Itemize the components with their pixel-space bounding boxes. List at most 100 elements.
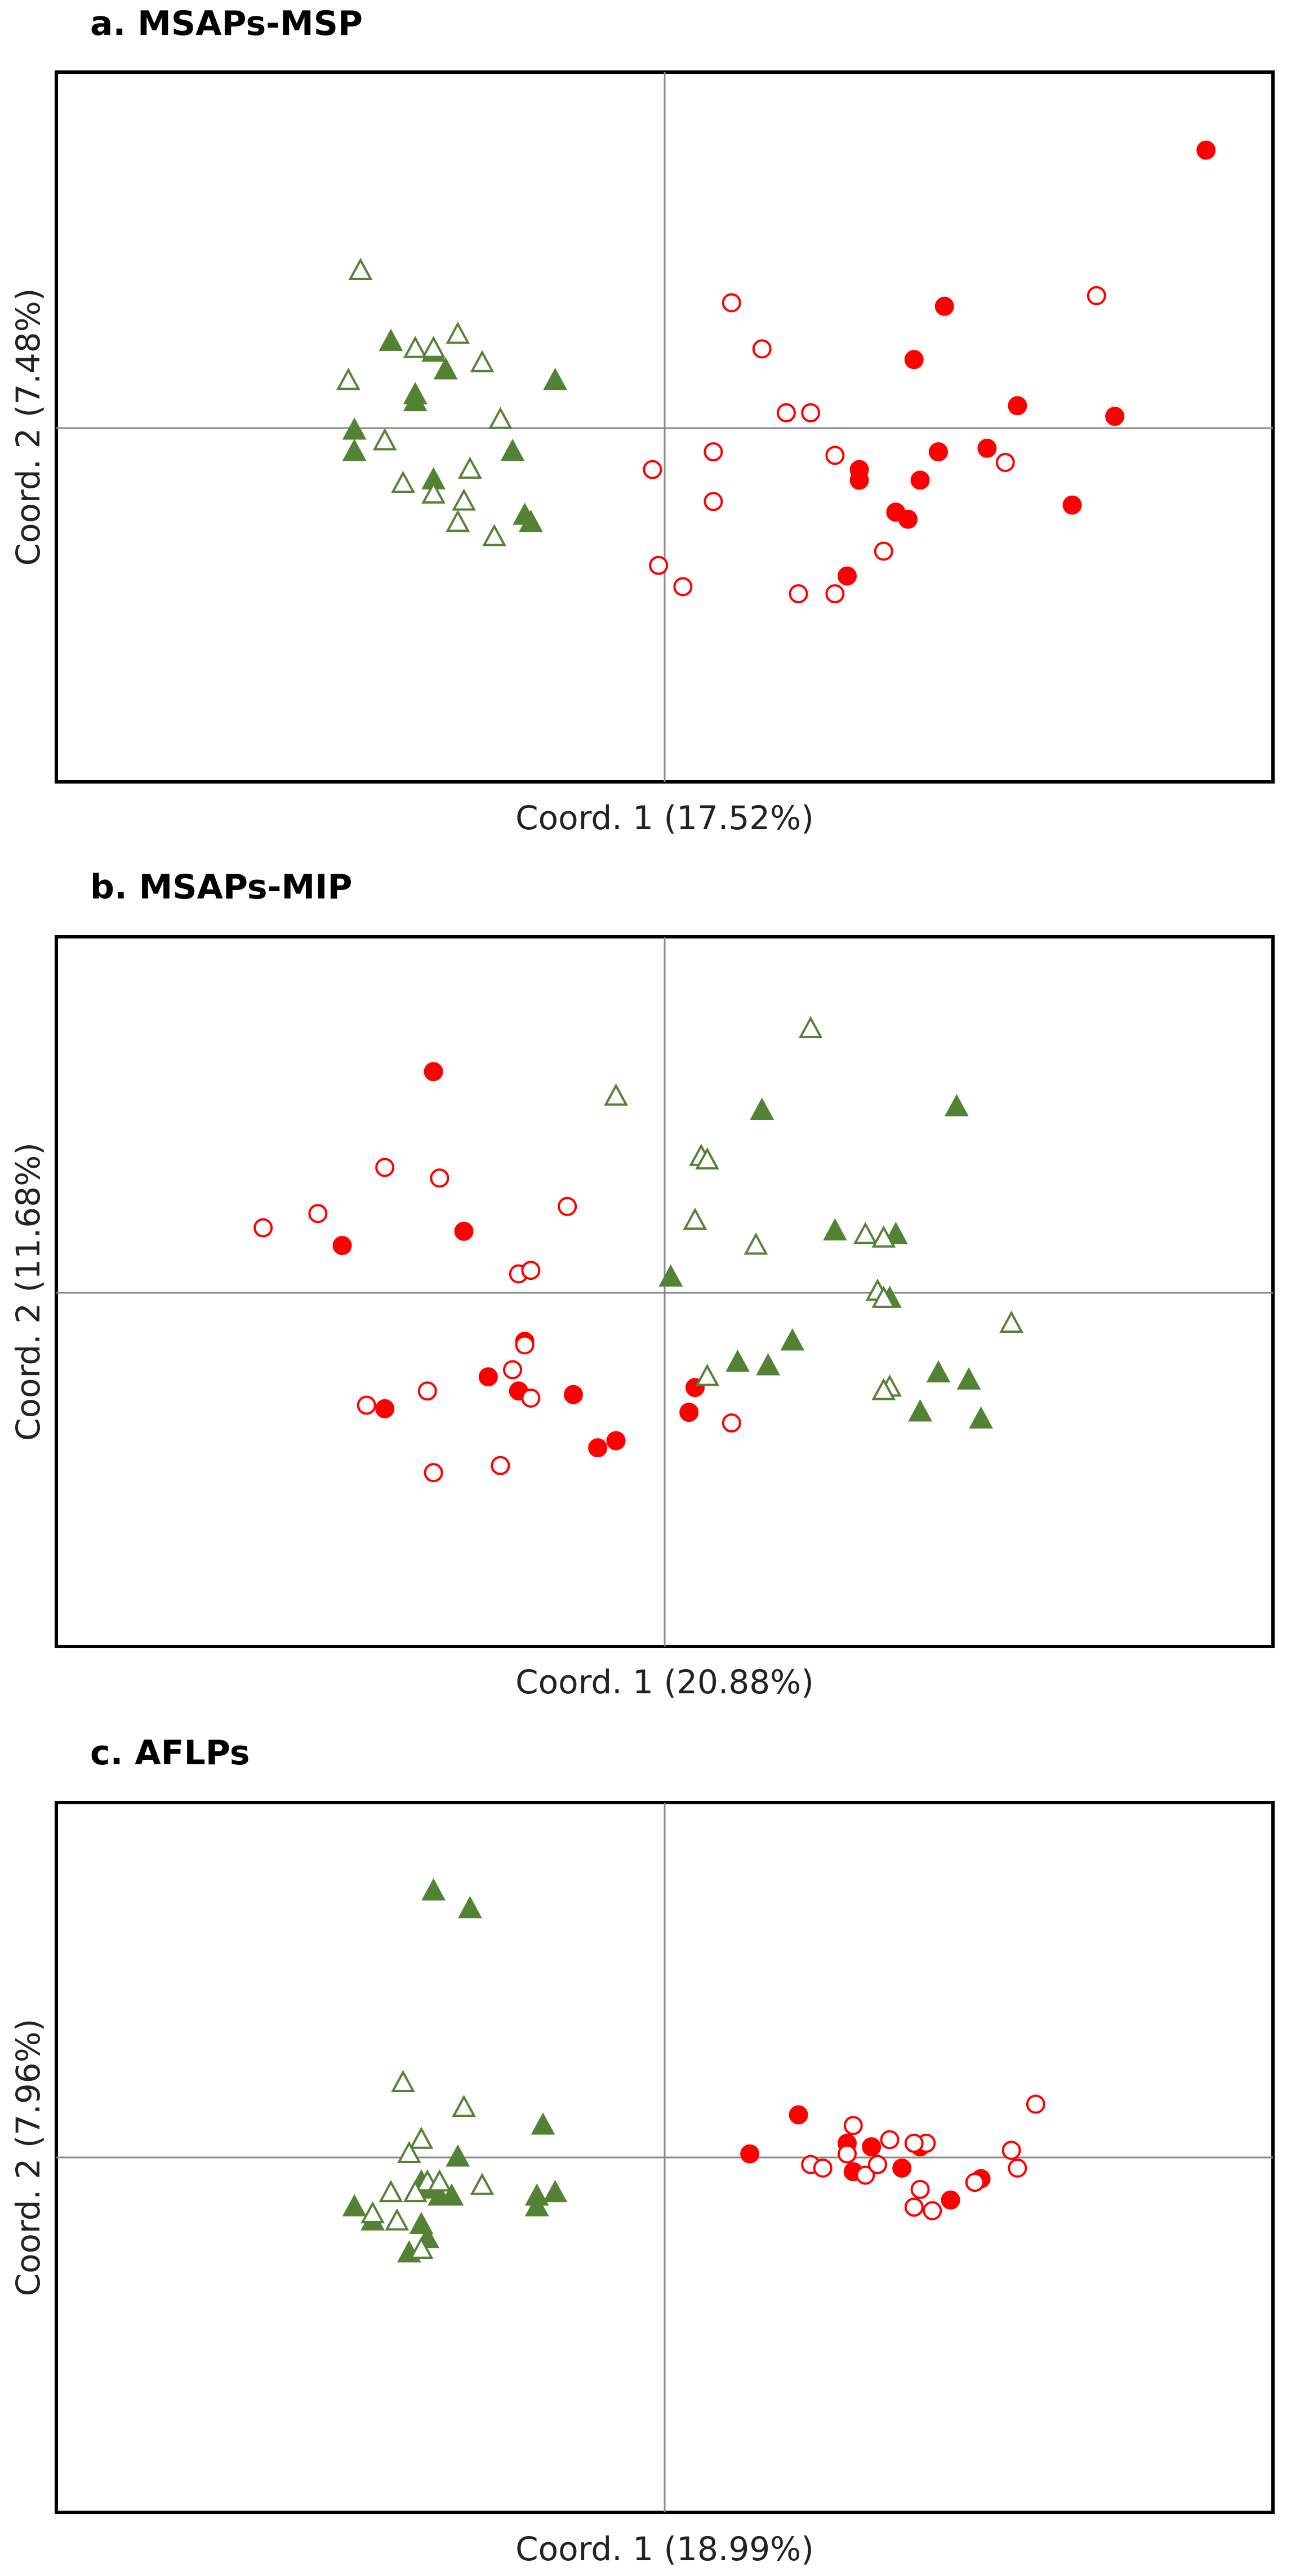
panel-b-red-open-circle-point-1 xyxy=(253,1218,273,1238)
panel-b-green-filled-triangle-point-5 xyxy=(658,1264,683,1287)
panel-b-red-open-circle-point-6 xyxy=(515,1335,535,1355)
panel-c-red-open-circle-point-8 xyxy=(868,2155,887,2174)
panel-b-red-filled-circle-point-12 xyxy=(588,1438,608,1458)
panel-c-red-filled-circle-point-2 xyxy=(789,2105,808,2125)
panel-a-red-open-circle-point-15 xyxy=(789,584,808,604)
panel-b-red-open-circle-point-13 xyxy=(424,1463,443,1483)
panel-b-green-filled-triangle-point-9 xyxy=(756,1353,781,1376)
panel-c-green-open-triangle-point-8 xyxy=(379,2179,403,2203)
panel-b-red-filled-circle-point-2 xyxy=(454,1221,474,1241)
panel-b-x-label: Coord. 1 (20.88%) xyxy=(515,1663,814,1701)
panel-b-red-open-circle-point-5 xyxy=(558,1196,577,1216)
panel-b-red-open-circle-point-3 xyxy=(375,1158,395,1177)
panel-b-green-open-triangle-point-6 xyxy=(744,1232,768,1255)
panel-a-red-open-circle-point-7 xyxy=(825,446,845,465)
panel-b-green-filled-triangle-point-7 xyxy=(780,1328,805,1351)
panel-a-red-open-circle-point-5 xyxy=(777,403,796,422)
panel-a-green-filled-triangle-point-8 xyxy=(342,438,367,461)
panel-a-green-filled-triangle-point-1 xyxy=(379,328,403,352)
panel-c-red-open-circle-point-1 xyxy=(843,2116,863,2135)
panel-a-green-open-triangle-point-11 xyxy=(421,481,446,504)
panel-b-green-filled-triangle-point-3 xyxy=(822,1218,847,1241)
panel-b-green-filled-triangle-point-8 xyxy=(725,1349,750,1372)
panel-a-red-open-circle-point-3 xyxy=(752,339,772,359)
panel-b: b. MSAPs-MIP Coord. 1 (20.88%) Coord. 2 … xyxy=(9,867,1275,1701)
panel-a-red-filled-circle-point-4 xyxy=(1008,396,1027,416)
panel-c-green-filled-triangle-point-4 xyxy=(446,2144,470,2167)
panel-b-green-filled-triangle-point-13 xyxy=(969,1406,994,1429)
panel-a-green-open-triangle-point-3 xyxy=(403,336,428,358)
panel-c-red-filled-circle-point-8 xyxy=(892,2158,912,2178)
panel-b-red-open-circle-point-4 xyxy=(430,1168,449,1188)
panel-c-green-open-triangle-point-9 xyxy=(403,2179,428,2203)
panel-a-green-open-triangle-point-10 xyxy=(457,456,482,479)
panel-a-y-label: Coord. 2 (7.48%) xyxy=(9,288,47,566)
panel-c-y-label: Coord. 2 (7.96%) xyxy=(9,2019,47,2297)
panel-a-red-filled-circle-point-14 xyxy=(838,566,857,586)
panel-a-red-filled-circle-point-13 xyxy=(898,509,918,529)
panel-a-red-filled-circle-point-1 xyxy=(1196,140,1216,160)
panel-c-red-open-circle-point-13 xyxy=(965,2173,985,2192)
panel-b-green-filled-triangle-point-10 xyxy=(926,1360,951,1383)
panel-b-green-filled-triangle-point-4 xyxy=(883,1222,908,1244)
panel-c-title: c. AFLPs xyxy=(90,1733,250,1773)
panel-a-red-open-circle-point-11 xyxy=(874,541,893,561)
panel-a-green-filled-triangle-point-6 xyxy=(403,389,428,412)
panel-c-red-open-circle-point-7 xyxy=(856,2165,875,2185)
panel-a-red-open-circle-point-9 xyxy=(643,460,662,479)
panel-a-red-filled-circle-point-12 xyxy=(1062,495,1082,515)
panel-b-green-open-triangle-point-4 xyxy=(695,1147,720,1170)
panel-a-green-open-triangle-point-4 xyxy=(421,336,446,358)
panel-c-green-filled-triangle-point-11 xyxy=(524,2194,549,2217)
panel-a-red-open-circle-point-14 xyxy=(825,584,845,604)
panel-a-green-open-triangle-point-7 xyxy=(488,407,513,429)
panel-b-points xyxy=(253,1016,1024,1483)
panel-a-green-open-triangle-point-1 xyxy=(348,257,373,281)
panel-b-red-filled-circle-point-10 xyxy=(679,1403,699,1422)
panel-b-red-open-circle-point-7 xyxy=(357,1395,376,1415)
panel-b-green-open-triangle-point-12 xyxy=(695,1364,720,1386)
panel-a-green-open-triangle-point-14 xyxy=(446,509,470,532)
panel-a-green-filled-triangle-point-12 xyxy=(518,509,543,532)
panel-b-red-open-circle-point-2 xyxy=(308,1204,328,1224)
panel-b-green-filled-triangle-point-1 xyxy=(944,1094,969,1116)
panel-a-green-open-triangle-point-9 xyxy=(391,470,416,493)
panel-b-red-filled-circle-point-11 xyxy=(606,1431,626,1451)
panel-a-red-filled-circle-point-3 xyxy=(904,350,924,370)
panel-b-red-filled-circle-point-3 xyxy=(332,1236,352,1256)
panel-c-green-filled-triangle-point-1 xyxy=(421,1878,446,1901)
panel-b-green-filled-triangle-point-2 xyxy=(750,1097,774,1120)
panel-c-red-filled-circle-point-9 xyxy=(941,2190,960,2210)
panel-b-red-filled-circle-point-8 xyxy=(564,1385,583,1404)
panel-b-green-open-triangle-point-2 xyxy=(604,1083,629,1106)
panel-c: c. AFLPs Coord. 1 (18.99%) Coord. 2 (7.9… xyxy=(9,1733,1275,2568)
panel-c-green-open-triangle-point-1 xyxy=(391,2070,416,2092)
panel-c-green-open-triangle-point-3 xyxy=(409,2126,434,2149)
panel-c-x-label: Coord. 1 (18.99%) xyxy=(515,2530,814,2568)
panel-a-green-filled-triangle-point-9 xyxy=(500,438,525,461)
panel-a-green-open-triangle-point-13 xyxy=(482,524,507,546)
panel-c-red-open-circle-point-15 xyxy=(1008,2158,1027,2178)
panel-a-title: a. MSAPs-MSP xyxy=(90,4,363,43)
panel-b-green-open-triangle-point-7 xyxy=(853,1222,878,1244)
panel-b-green-open-triangle-point-10 xyxy=(871,1285,896,1308)
panel-c-red-open-circle-point-11 xyxy=(904,2197,924,2217)
panel-c-red-open-circle-point-12 xyxy=(923,2201,942,2221)
panel-c-green-open-triangle-point-12 xyxy=(409,2236,434,2259)
panel-a-green-open-triangle-point-8 xyxy=(372,428,397,451)
panel-a-red-open-circle-point-1 xyxy=(1087,286,1106,305)
panel-b-red-filled-circle-point-1 xyxy=(424,1062,443,1082)
panel-a-red-filled-circle-point-6 xyxy=(1105,407,1125,426)
panel-c-red-filled-circle-point-1 xyxy=(740,2144,760,2164)
panel-a-green-open-triangle-point-6 xyxy=(336,367,360,390)
panel-c-green-open-triangle-point-11 xyxy=(385,2208,409,2231)
panel-b-green-open-triangle-point-1 xyxy=(798,1016,823,1039)
panel-b-y-label: Coord. 2 (11.68%) xyxy=(9,1142,47,1441)
panel-c-red-open-circle-point-9 xyxy=(904,2133,924,2153)
panel-b-red-open-circle-point-8 xyxy=(417,1381,437,1401)
panel-b-red-open-circle-point-10 xyxy=(521,1389,541,1408)
panel-a-red-filled-circle-point-5 xyxy=(977,438,997,458)
panel-a-red-filled-circle-point-10 xyxy=(849,470,869,490)
panel-a-red-open-circle-point-12 xyxy=(649,555,669,575)
